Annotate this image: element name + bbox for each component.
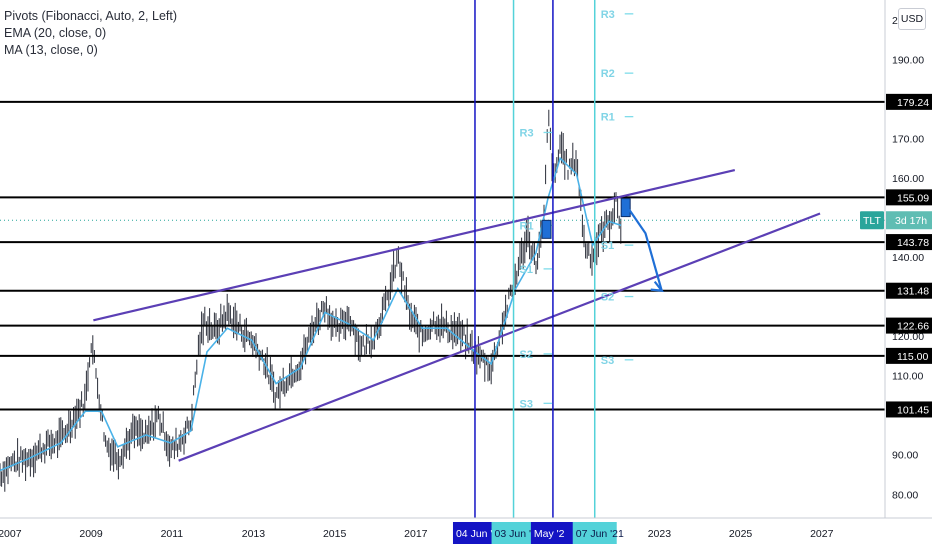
indicator-legend: Pivots (Fibonacci, Auto, 2, Left) EMA (2… (4, 8, 177, 59)
time-tick-label: 2009 (79, 528, 103, 540)
price-level-tag (886, 401, 932, 418)
channel-lower-line (178, 212, 821, 462)
currency-button[interactable]: USD (898, 8, 926, 30)
price-level-tag (886, 282, 932, 299)
pivot-label: S3 (601, 355, 614, 367)
channel-upper-line (93, 168, 736, 322)
time-axis: 2007200920112013201520172019202120232025… (0, 517, 932, 550)
projection-arrow (628, 208, 663, 291)
time-tick-label: 2011 (161, 528, 184, 540)
price-level-tag-label: 155.09 (897, 192, 929, 204)
price-level-tag-label: 143.78 (897, 237, 929, 249)
pivot-label: S3 (520, 398, 533, 410)
legend-ma[interactable]: MA (13, close, 0) (4, 43, 98, 57)
date-tag-label: 03 Jun '19 (495, 528, 543, 540)
price-tick-label: 110.00 (892, 371, 923, 383)
price-tick-label: 170.00 (892, 133, 924, 145)
price-axis-background (885, 0, 932, 518)
price-level-tag (886, 234, 932, 251)
time-tick-label: 2023 (648, 528, 672, 540)
price-tick-label: 90.00 (892, 450, 918, 462)
price-tick-label: 120.00 (892, 331, 924, 343)
price-tick-label: 140.00 (892, 252, 924, 264)
price-level-tag-label: 115.00 (897, 351, 928, 363)
ema-line (0, 156, 622, 472)
date-tag-label: 07 Jun '21 (576, 528, 624, 540)
date-tag-label: May '2 (534, 528, 565, 540)
price-level-tag-label: 101.45 (897, 404, 929, 416)
countdown-tag (886, 211, 932, 230)
pivot-label: S1 (601, 240, 614, 252)
legend-ema[interactable]: EMA (20, close, 0) (4, 26, 107, 40)
time-tick-label: 2017 (404, 528, 428, 540)
price-level-tag (886, 347, 932, 364)
price-level-tag-label: 131.48 (897, 286, 929, 298)
price-axis: 80.00 90.00 110.00 120.00 140.00 160.00 170.00… (860, 0, 932, 550)
symbol-tag (860, 211, 884, 230)
signal-box (541, 219, 552, 239)
pivot-label: R1 (601, 112, 615, 124)
price-level-tag (886, 93, 932, 110)
pivot-label: R3 (520, 127, 534, 139)
pivot-label: R1 (520, 220, 534, 232)
price-level-tag-label: 179.24 (897, 97, 929, 109)
pivot-label: S1 (520, 264, 533, 276)
pivot-label: R3 (601, 9, 615, 21)
price-tick-label: 160.00 (892, 173, 924, 185)
time-tick-label: 2015 (323, 528, 347, 540)
pivot-label: S2 (520, 349, 533, 361)
time-tick-label: 2027 (810, 528, 834, 540)
date-tag (572, 522, 617, 544)
legend-pivots[interactable]: Pivots (Fibonacci, Auto, 2, Left) (4, 9, 177, 23)
date-tag (491, 522, 536, 544)
price-tick-label: 190.00 (892, 54, 924, 66)
pivot-label: S2 (601, 292, 614, 304)
time-tick-label: 2013 (242, 528, 266, 540)
price-level-tag (886, 189, 932, 206)
symbol-tag-label: TLT (863, 215, 881, 227)
price-level-tag-label: 122.66 (897, 321, 929, 333)
signal-box (620, 198, 631, 218)
time-tick-label: 2007 (0, 528, 22, 540)
price-level-tag (886, 317, 932, 334)
date-tag (452, 522, 497, 544)
pivot-label: R2 (601, 68, 615, 80)
projection-arrow-head (650, 280, 665, 292)
time-tick-label: 2025 (729, 528, 753, 540)
price-tick-label: 80.00 (892, 489, 918, 501)
countdown-tag-label: 3d 17h (895, 215, 927, 227)
date-tag (530, 522, 575, 544)
